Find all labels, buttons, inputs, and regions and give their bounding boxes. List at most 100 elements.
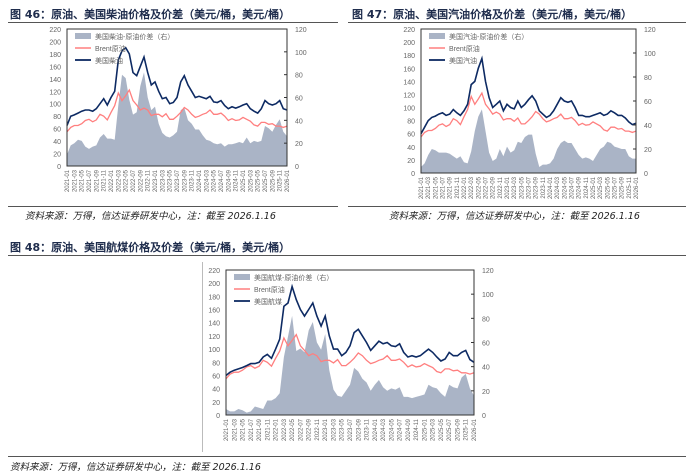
- x-tick-label: 2024-09: [577, 176, 583, 199]
- x-tick-label: 2024-01: [197, 169, 203, 192]
- x-tick-label: 2021-03: [72, 169, 78, 192]
- x-tick-label: 2025-05: [605, 176, 611, 199]
- x-tick-label: 2023-11: [365, 418, 371, 440]
- y-right-tick-label: 40: [482, 365, 490, 372]
- x-tick-label: 2024-05: [389, 418, 395, 441]
- x-tick-label: 2022-01: [109, 169, 115, 192]
- y-left-tick-label: 180: [49, 52, 61, 59]
- product-line-series: [225, 283, 475, 377]
- y-right-tick-label: 100: [482, 292, 494, 299]
- y-left-tick-label: 60: [407, 132, 415, 139]
- x-tick-label: 2024-07: [219, 169, 225, 192]
- x-tick-label: 2021-01: [419, 176, 425, 199]
- y-left-tick-label: 180: [208, 294, 220, 301]
- x-tick-label: 2021-09: [448, 176, 454, 199]
- y-left-tick-label: 20: [53, 152, 61, 159]
- y-right-tick-label: 60: [295, 96, 303, 103]
- y-left-tick-label: 100: [403, 106, 415, 113]
- x-tick-label: 2023-05: [168, 169, 174, 192]
- y-right-tick-label: 80: [482, 316, 490, 323]
- y-right-tick-label: 20: [295, 141, 303, 148]
- y-left-tick-label: 100: [49, 102, 61, 109]
- y-left-tick-label: 20: [212, 400, 220, 407]
- x-tick-label: 2025-11: [464, 418, 470, 440]
- x-tick-label: 2023-07: [348, 418, 354, 441]
- legend-swatch-spread: [234, 274, 250, 280]
- x-tick-label: 2021-11: [102, 169, 108, 191]
- y-left-tick-label: 0: [57, 164, 61, 171]
- x-tick-label: 2025-07: [263, 169, 269, 192]
- x-tick-label: 2025-03: [431, 418, 437, 441]
- y-right-tick-label: 60: [644, 99, 652, 106]
- y-left-tick-label: 100: [208, 347, 220, 354]
- y-left-tick-label: 120: [403, 92, 415, 99]
- x-tick-label: 2025-07: [447, 418, 453, 441]
- y-right-tick-label: 120: [482, 268, 494, 275]
- x-tick-label: 2022-05: [124, 169, 130, 192]
- x-tick-label: 2025-03: [248, 169, 254, 192]
- chart-46-source: 资料来源：万得，信达证券研发中心，注：截至 2026.1.16: [25, 211, 276, 222]
- x-tick-label: 2023-03: [160, 169, 166, 192]
- x-tick-label: 2022-01: [274, 418, 280, 441]
- y-left-tick-label: 0: [216, 413, 220, 420]
- x-tick-label: 2023-11: [190, 169, 196, 191]
- y-right-tick-label: 120: [295, 27, 307, 34]
- legend-label-spread: 美国航煤-原油价差（右）: [254, 273, 333, 282]
- y-left-tick-label: 160: [208, 308, 220, 315]
- x-tick-label: 2025-09: [270, 169, 276, 192]
- spread-area-series: [67, 72, 287, 166]
- x-tick-label: 2023-09: [534, 176, 540, 199]
- x-tick-label: 2023-05: [519, 176, 525, 199]
- x-tick-label: 2024-11: [414, 418, 420, 440]
- y-left-tick-label: 0: [411, 171, 415, 178]
- x-tick-label: 2025-05: [256, 169, 262, 192]
- y-left-tick-label: 160: [403, 66, 415, 73]
- brent-line-series: [225, 333, 475, 380]
- y-right-tick-label: 100: [295, 50, 307, 57]
- x-tick-label: 2022-05: [476, 176, 482, 199]
- x-tick-label: 2025-01: [241, 169, 247, 192]
- x-tick-label: 2026-01: [285, 169, 291, 192]
- y-right-tick-label: 40: [644, 123, 652, 130]
- y-right-tick-label: 80: [295, 73, 303, 80]
- y-right-tick-label: 100: [644, 51, 656, 58]
- x-tick-label: 2023-03: [331, 418, 337, 441]
- frame-line: [202, 262, 203, 452]
- y-left-tick-label: 120: [49, 89, 61, 96]
- y-left-tick-label: 20: [407, 158, 415, 165]
- legend-label-brent: Brent原油: [95, 44, 126, 53]
- x-tick-label: 2025-11: [627, 176, 633, 198]
- x-tick-label: 2022-09: [138, 169, 144, 192]
- x-tick-label: 2021-11: [455, 176, 461, 198]
- x-tick-label: 2025-09: [620, 176, 626, 199]
- x-tick-label: 2022-09: [491, 176, 497, 199]
- x-tick-label: 2025-11: [278, 169, 284, 191]
- y-left-tick-label: 220: [208, 268, 220, 275]
- x-tick-label: 2022-07: [298, 418, 304, 441]
- spread-area-series: [226, 315, 474, 415]
- y-right-tick-label: 80: [644, 75, 652, 82]
- legend-label-product: 美国航煤: [254, 297, 282, 306]
- y-left-tick-label: 80: [53, 114, 61, 121]
- x-tick-label: 2021-07: [249, 418, 255, 441]
- y-left-tick-label: 40: [407, 145, 415, 152]
- x-tick-label: 2021-07: [441, 176, 447, 199]
- x-tick-label: 2022-03: [116, 169, 122, 192]
- x-tick-label: 2023-09: [356, 418, 362, 441]
- x-tick-label: 2022-05: [290, 418, 296, 441]
- product-line-series: [420, 55, 637, 135]
- x-tick-label: 2023-07: [175, 169, 181, 192]
- legend-label-brent: Brent原油: [254, 285, 285, 294]
- x-tick-label: 2024-05: [562, 176, 568, 199]
- x-tick-label: 2025-09: [455, 418, 461, 441]
- x-tick-label: 2022-01: [462, 176, 468, 199]
- x-tick-label: 2024-07: [398, 418, 404, 441]
- x-tick-label: 2025-01: [422, 418, 428, 441]
- x-tick-label: 2024-03: [204, 169, 210, 192]
- y-left-tick-label: 160: [49, 64, 61, 71]
- x-tick-label: 2021-03: [426, 176, 432, 199]
- y-right-tick-label: 20: [644, 147, 652, 154]
- x-tick-label: 2025-05: [439, 418, 445, 441]
- x-tick-label: 2023-07: [527, 176, 533, 199]
- x-tick-label: 2023-01: [153, 169, 159, 192]
